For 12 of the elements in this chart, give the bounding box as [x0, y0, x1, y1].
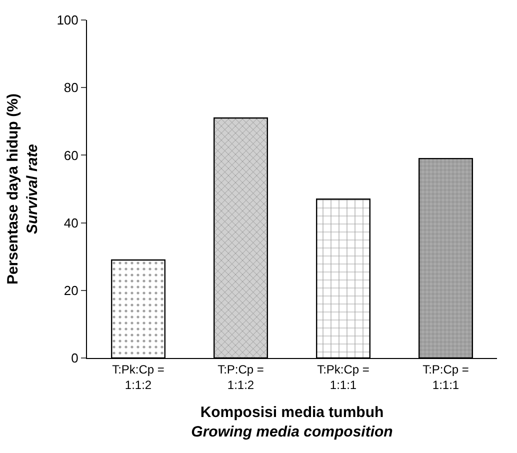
x-tick-label: T:Pk:Cp = 1:1:2: [112, 362, 164, 392]
y-tick-label: 60: [64, 148, 78, 163]
x-axis-title: Komposisi media tumbuh Growing media composition: [191, 404, 393, 440]
x-tick-label: T:P:Cp = 1:1:1: [422, 362, 469, 392]
y-tick-label: 20: [64, 282, 78, 298]
x-tick-label: T:P:Cp = 1:1:2: [218, 362, 264, 392]
y-tick-label: 40: [64, 215, 78, 230]
y-tick-label: 0: [71, 350, 78, 366]
y-tick-label: 80: [64, 80, 78, 96]
y-tick-label: 100: [56, 12, 78, 28]
y-axis-title: Persentase daya hidup (%) Survival rate: [4, 94, 41, 284]
x-tick-label: T:Pk:Cp = 1:1:1: [317, 362, 370, 392]
